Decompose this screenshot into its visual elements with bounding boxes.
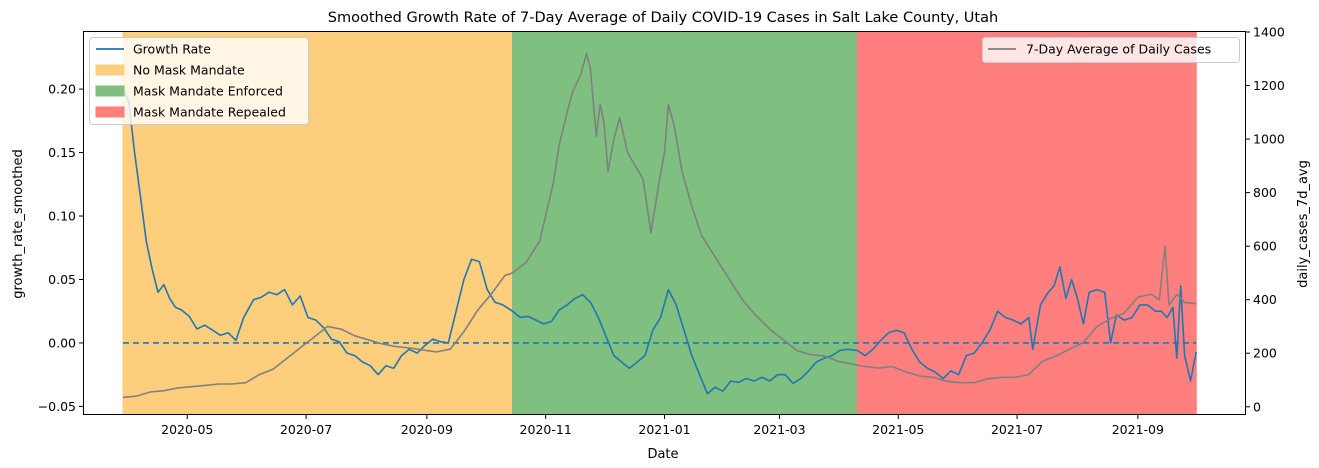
chart-title: Smoothed Growth Rate of 7-Day Average of… [328,10,998,26]
left-y-tick-label-2: 0.00 [48,335,76,350]
x-tick-label-3: 2020-09 [401,422,453,437]
x-tick-label-8: 2021-07 [991,422,1043,437]
period-band-3 [856,31,1197,415]
x-tick-label-5: 2021-01 [638,422,690,437]
legend-left-label-2: No Mask Mandate [133,63,245,78]
legend-right-box [982,37,1240,63]
legend-left-patch-2 [95,85,125,97]
x-axis-ticks: 2020-05 2020-07 2020-09 2020-11 2021-01 2021-… [161,414,1164,437]
x-tick-label-7: 2021-05 [872,422,924,437]
legend-left-box [89,37,309,125]
legend-left: Growth Rate No Mask Mandate Mask Mandate E… [89,37,309,125]
left-y-tick-label-5: 0.15 [48,145,76,160]
legend-right: 7-Day Average of Daily Cases [982,37,1240,63]
left-y-axis-ticks: −0.05 0.00 0.05 0.10 0.15 0.20 [38,82,84,414]
right-y-tick-label-5: 800 [1253,185,1277,200]
series-lines [122,52,1198,399]
left-y-tick-label-1: −0.05 [38,399,76,414]
legend-left-label-3: Mask Mandate Enforced [133,84,283,99]
legend-left-patch-3 [95,106,125,118]
legend-right-label-1: 7-Day Average of Daily Cases [1026,42,1211,57]
x-tick-label-2: 2020-07 [280,422,332,437]
legend-left-label-1: Growth Rate [133,42,211,57]
x-tick-label-6: 2021-03 [753,422,805,437]
right-y-tick-label-6: 1000 [1253,132,1285,147]
right-y-axis-label: daily_cases_7d_avg [1296,160,1311,288]
x-tick-label-9: 2021-09 [1112,422,1164,437]
x-axis-label: Date [647,447,678,462]
legend-left-patch-1 [95,64,125,76]
left-y-tick-label-3: 0.05 [48,272,76,287]
series-line-1 [122,88,1198,395]
left-y-axis-label: growth_rate_smoothed [11,149,26,299]
legend-left-label-4: Mask Mandate Repealed [133,105,286,120]
series-line-2 [122,52,1197,399]
right-y-tick-label-2: 200 [1253,346,1277,361]
left-y-tick-label-4: 0.10 [48,209,76,224]
period-band-2 [512,31,858,415]
x-tick-label-4: 2020-11 [520,422,572,437]
mask-mandate-periods [122,31,1197,415]
right-y-tick-label-8: 1400 [1253,25,1285,40]
left-y-tick-label-6: 0.20 [48,82,76,97]
right-y-axis-ticks: 0 200 400 600 800 1000 1200 1400 [1245,25,1285,414]
right-y-tick-label-1: 0 [1253,399,1261,414]
right-y-tick-label-3: 400 [1253,292,1277,307]
right-y-tick-label-4: 600 [1253,239,1277,254]
right-y-tick-label-7: 1200 [1253,78,1285,93]
x-tick-label-1: 2020-05 [161,422,213,437]
